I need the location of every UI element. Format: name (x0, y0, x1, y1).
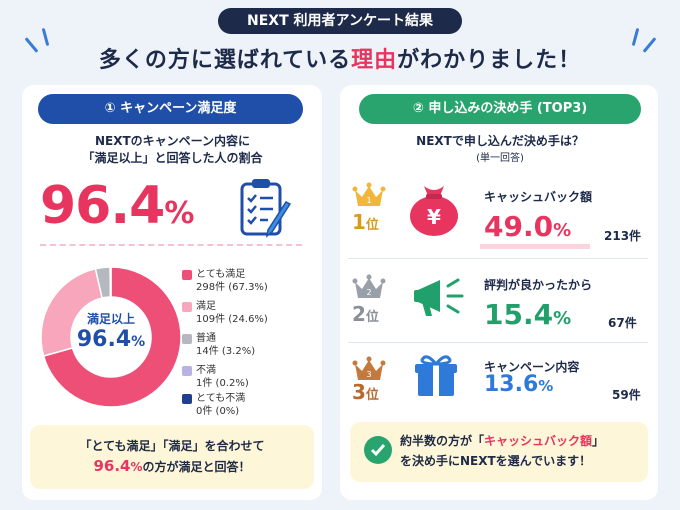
rank-suffix: 位 (365, 218, 379, 233)
reason-label: 評判が良かったから (484, 278, 593, 292)
check-circle-icon (364, 436, 392, 464)
big-value-unit: % (164, 196, 194, 231)
reasons-section-title: ② 申し込みの決め手 (TOP3) (359, 94, 641, 124)
reasons-summary: 約半数の方が「キャッシュバック額」 を決め手にNEXTを選んでいます！ (350, 422, 648, 482)
reason-count: 213件 (604, 229, 642, 243)
reason-number: 13.6 (484, 372, 539, 397)
summary-unit: % (130, 460, 143, 474)
legend-swatch (182, 302, 192, 312)
rank-number: 2 (352, 302, 366, 326)
money-bag-icon: ¥ (402, 176, 466, 244)
donut-center-label: 満足以上 (86, 312, 135, 326)
clipboard-icon (238, 176, 294, 240)
reason-count: 67件 (608, 316, 637, 330)
donut-center: 満足以上 96.4% (36, 310, 186, 352)
crown-silver-icon: 2 (352, 274, 386, 304)
legend-swatch (182, 270, 192, 280)
summary-line-1: 「とても満足」「満足」を合わせて (79, 439, 265, 453)
legend-label: とても満足 (196, 269, 246, 280)
divider (348, 258, 648, 259)
legend-item: 普通 14件 (3.2%) (182, 332, 256, 358)
reason-unit: % (553, 308, 572, 329)
satisfaction-question: NEXTのキャンペーン内容に 「満足以上」と回答した人の割合 (40, 133, 305, 167)
headline-post: がわかりました！ (397, 48, 582, 73)
legend-detail: 14件 (3.2%) (196, 346, 256, 357)
svg-text:2: 2 (366, 288, 371, 297)
donut-slice (109, 266, 112, 298)
headline-pre: 多くの方に選ばれている (98, 48, 352, 73)
reasons-question: NEXTで申し込んだ決め手は？ (単一回答) (359, 133, 641, 167)
legend-label: 不満 (196, 365, 216, 376)
reason-underline (480, 244, 590, 249)
rank-3-label: 3位 (352, 380, 379, 404)
reason-label: キャッシュバック額 (484, 190, 593, 204)
reason-count: 59件 (612, 388, 641, 402)
megaphone-icon (410, 270, 470, 326)
rank-2-label: 2位 (352, 302, 379, 326)
page-headline: 多くの方に選ばれている理由がわかりました！ (0, 42, 680, 74)
donut-center-value: 96.4% (36, 327, 186, 352)
svg-text:1: 1 (366, 196, 371, 205)
question-line-1: NEXTで申し込んだ決め手は？ (416, 134, 584, 148)
legend-detail: 109件 (24.6%) (196, 314, 268, 325)
question-line-2: (単一回答) (476, 153, 524, 164)
reason-value: 15.4% (484, 298, 571, 331)
reason-unit: % (553, 220, 572, 241)
svg-text:¥: ¥ (427, 205, 441, 229)
summary-emphasis: キャッシュバック額 (484, 434, 593, 448)
legend-label: 普通 (196, 333, 216, 344)
question-line-2: 「満足以上」と回答した人の割合 (82, 151, 263, 165)
legend-detail: 0件 (0%) (196, 406, 240, 417)
question-line-1: NEXTのキャンペーン内容に (94, 134, 251, 148)
divider (40, 244, 302, 246)
survey-title-pill: NEXT 利用者アンケート結果 (218, 8, 462, 34)
reason-unit: % (538, 377, 554, 395)
rank-suffix: 位 (365, 310, 379, 325)
donut-value-unit: % (131, 334, 146, 350)
reason-label: キャンペーン内容 (484, 360, 580, 374)
summary-post: の方が満足と回答！ (142, 460, 251, 474)
legend-item: 満足 109件 (24.6%) (182, 300, 268, 326)
gift-icon (414, 352, 458, 402)
legend-swatch (182, 334, 192, 344)
summary-pre: 約半数の方が「 (400, 434, 485, 448)
donut-value-number: 96.4 (76, 327, 132, 352)
summary-line-2: を決め手にNEXTを選んでいます！ (400, 454, 592, 468)
big-value-number: 96.4 (40, 176, 165, 236)
divider (348, 342, 648, 343)
reason-value: 13.6% (484, 372, 553, 397)
crown-bronze-icon: 3 (352, 356, 386, 386)
headline-emphasis: 理由 (351, 48, 398, 73)
reason-number: 49.0 (484, 210, 554, 243)
satisfaction-big-value: 96.4% (40, 176, 194, 236)
rank-suffix: 位 (365, 388, 379, 403)
rank-1-label: 1位 (352, 210, 379, 234)
summary-line-2: 96.4%の方が満足と回答！ (30, 456, 314, 477)
reason-number: 15.4 (484, 298, 554, 331)
legend-detail: 1件 (0.2%) (196, 378, 249, 389)
legend-swatch (182, 394, 192, 404)
summary-value: 96.4 (93, 457, 131, 475)
donut-slice (42, 266, 182, 408)
summary-line-1: 約半数の方が「キャッシュバック額」 (390, 431, 648, 451)
satisfaction-section-title: ① キャンペーン満足度 (38, 94, 303, 124)
legend-item: とても不満 0件 (0%) (182, 392, 246, 418)
donut-svg (40, 266, 182, 408)
svg-text:3: 3 (366, 370, 371, 379)
reason-value: 49.0% (484, 210, 571, 243)
legend-swatch (182, 366, 192, 376)
legend-detail: 298件 (67.3%) (196, 282, 268, 293)
satisfaction-donut-chart: 満足以上 96.4% (36, 262, 186, 412)
legend-label: 満足 (196, 301, 216, 312)
legend-label: とても不満 (196, 393, 246, 404)
rank-number: 3 (352, 380, 366, 404)
legend-item: 不満 1件 (0.2%) (182, 364, 249, 390)
crown-gold-icon: 1 (352, 182, 386, 212)
satisfaction-summary: 「とても満足」「満足」を合わせて 96.4%の方が満足と回答！ (30, 425, 314, 489)
rank-number: 1 (352, 210, 366, 234)
summary-post: 」 (592, 434, 605, 448)
legend-item: とても満足 298件 (67.3%) (182, 268, 268, 294)
